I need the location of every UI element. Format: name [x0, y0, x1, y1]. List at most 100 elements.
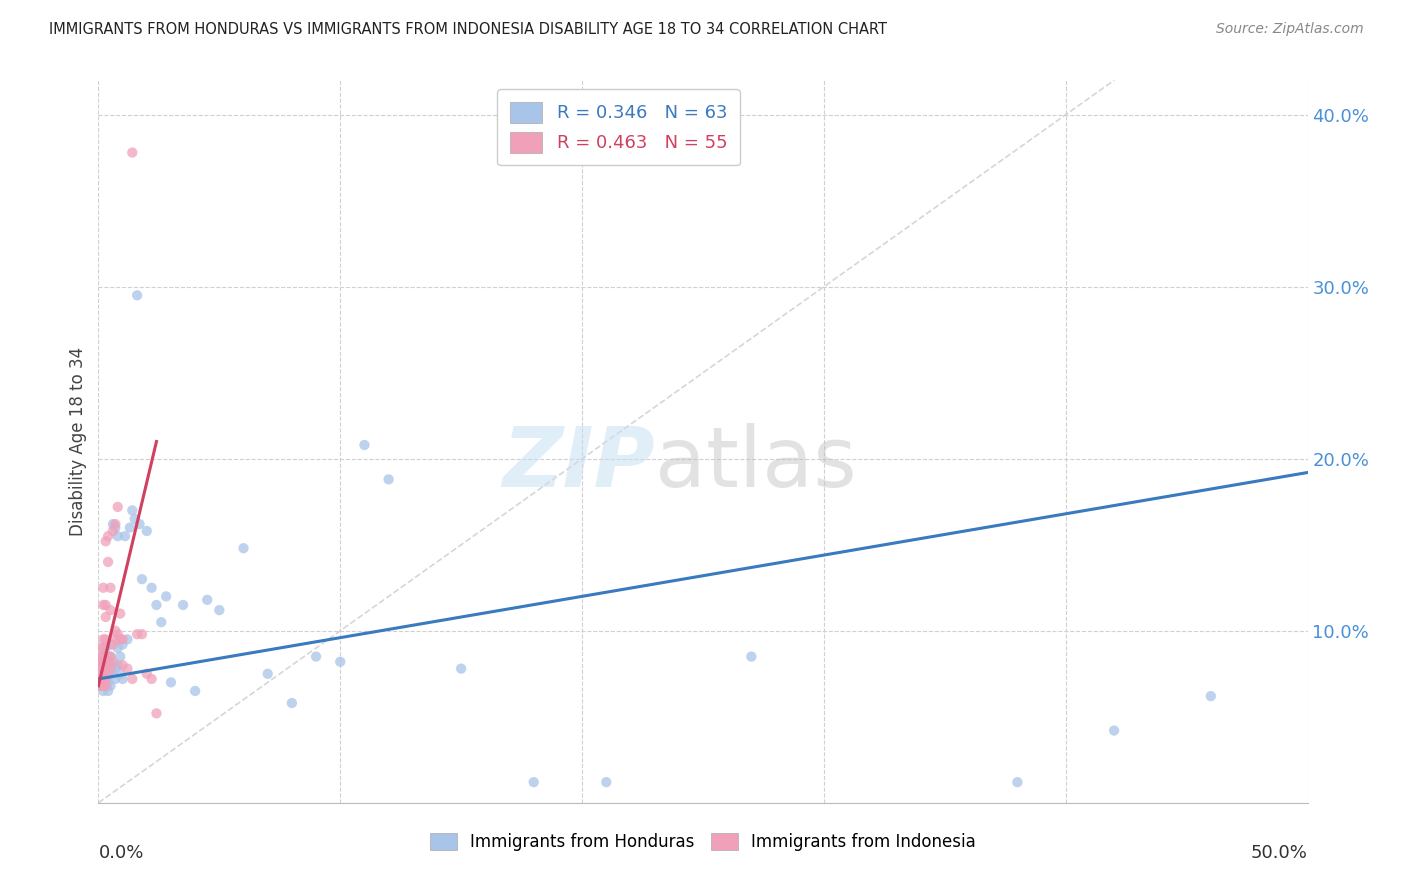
Point [111, 658, 134, 673]
Point [101, 655, 124, 669]
Point [107, 627, 129, 641]
Point [107, 500, 129, 514]
Text: 50.0%: 50.0% [1251, 845, 1308, 863]
Text: atlas: atlas [655, 423, 856, 504]
Point [91, 672, 114, 686]
Point [329, 655, 352, 669]
Point [740, 649, 762, 664]
Y-axis label: Disability Age 18 to 34: Disability Age 18 to 34 [69, 347, 87, 536]
Point [131, 572, 153, 586]
Point [100, 581, 122, 595]
Point [97, 684, 120, 698]
Point [90, 662, 112, 676]
Point [523, 775, 546, 789]
Point [305, 649, 328, 664]
Point [97, 555, 120, 569]
Point [90, 640, 112, 655]
Point [100, 603, 122, 617]
Point [101, 666, 124, 681]
Point [104, 632, 127, 647]
Point [135, 666, 157, 681]
Text: ZIP: ZIP [502, 423, 655, 504]
Point [108, 649, 131, 664]
Point [94, 679, 117, 693]
Point [90, 672, 112, 686]
Point [94, 655, 117, 669]
Point [97, 655, 120, 669]
Point [377, 472, 399, 486]
Point [104, 672, 127, 686]
Text: IMMIGRANTS FROM HONDURAS VS IMMIGRANTS FROM INDONESIA DISABILITY AGE 18 TO 34 CO: IMMIGRANTS FROM HONDURAS VS IMMIGRANTS F… [49, 22, 887, 37]
Point [104, 624, 127, 638]
Point [91, 658, 114, 673]
Point [100, 662, 122, 676]
Point [107, 640, 129, 655]
Point [90, 666, 112, 681]
Point [127, 627, 149, 641]
Point [595, 775, 617, 789]
Point [97, 655, 120, 669]
Point [172, 598, 194, 612]
Point [111, 638, 134, 652]
Point [121, 503, 143, 517]
Point [232, 541, 254, 556]
Point [104, 662, 127, 676]
Point [91, 649, 114, 664]
Point [104, 520, 127, 534]
Point [155, 590, 177, 604]
Point [131, 627, 153, 641]
Point [91, 649, 114, 664]
Point [195, 592, 218, 607]
Point [281, 696, 304, 710]
Point [91, 662, 114, 676]
Point [1199, 689, 1222, 703]
Point [100, 662, 122, 676]
Point [94, 640, 117, 655]
Point [101, 517, 124, 532]
Point [108, 607, 131, 621]
Point [100, 649, 122, 664]
Point [101, 658, 124, 673]
Point [127, 288, 149, 302]
Point [94, 610, 117, 624]
Point [114, 529, 136, 543]
Point [90, 658, 112, 673]
Point [145, 598, 167, 612]
Point [100, 638, 122, 652]
Point [353, 438, 375, 452]
Point [90, 679, 112, 693]
Point [1102, 723, 1125, 738]
Point [121, 672, 143, 686]
Point [100, 649, 122, 664]
Point [111, 632, 134, 647]
Point [90, 655, 112, 669]
Point [1007, 775, 1029, 789]
Point [118, 520, 141, 534]
Point [128, 517, 150, 532]
Point [90, 655, 112, 669]
Point [91, 640, 114, 655]
Point [91, 598, 114, 612]
Point [135, 524, 157, 538]
Point [141, 672, 163, 686]
Point [94, 662, 117, 676]
Point [150, 615, 173, 630]
Point [97, 529, 120, 543]
Point [94, 672, 117, 686]
Point [90, 679, 112, 693]
Point [97, 666, 120, 681]
Point [97, 666, 120, 681]
Point [117, 662, 139, 676]
Point [101, 638, 124, 652]
Point [450, 662, 472, 676]
Point [94, 598, 117, 612]
Text: 0.0%: 0.0% [98, 845, 143, 863]
Point [145, 706, 167, 721]
Point [90, 649, 112, 664]
Point [121, 145, 143, 160]
Point [107, 658, 129, 673]
Point [97, 649, 120, 664]
Point [117, 632, 139, 647]
Point [94, 534, 117, 549]
Point [160, 675, 183, 690]
